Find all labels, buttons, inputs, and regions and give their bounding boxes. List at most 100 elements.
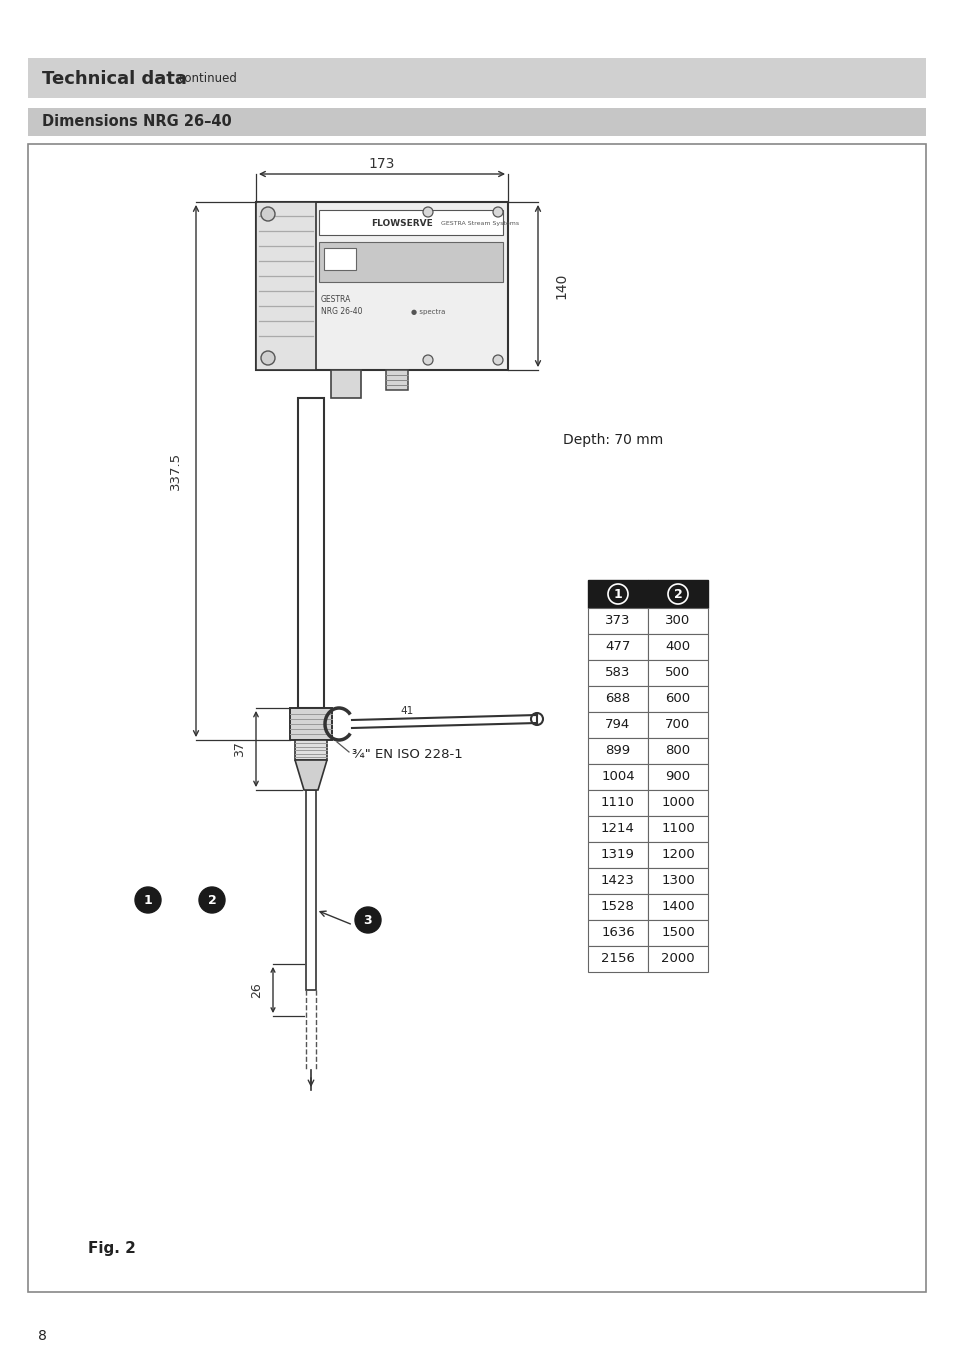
Bar xyxy=(290,708,332,741)
Text: 1300: 1300 xyxy=(660,875,694,887)
Bar xyxy=(297,398,324,708)
Text: 600: 600 xyxy=(665,692,690,705)
Bar xyxy=(647,659,707,686)
Text: 1500: 1500 xyxy=(660,926,694,940)
Text: GESTRA Stream Systems: GESTRA Stream Systems xyxy=(440,221,518,226)
Bar xyxy=(587,686,647,712)
Bar xyxy=(647,634,707,659)
Text: 26: 26 xyxy=(250,982,263,998)
Text: 1100: 1100 xyxy=(660,822,694,835)
Bar xyxy=(587,894,647,919)
Circle shape xyxy=(261,351,274,366)
Bar xyxy=(587,634,647,659)
Bar xyxy=(587,868,647,894)
Text: 1: 1 xyxy=(613,588,621,601)
Text: 500: 500 xyxy=(664,666,690,680)
Circle shape xyxy=(422,355,433,366)
Bar xyxy=(331,370,360,398)
Text: Dimensions NRG 26–40: Dimensions NRG 26–40 xyxy=(42,115,232,130)
Circle shape xyxy=(607,584,627,604)
Bar xyxy=(647,842,707,868)
Polygon shape xyxy=(294,760,327,789)
Circle shape xyxy=(422,207,433,217)
Bar xyxy=(587,580,647,608)
Text: 794: 794 xyxy=(605,719,630,731)
Text: 1636: 1636 xyxy=(600,926,634,940)
Text: 900: 900 xyxy=(665,770,690,784)
Text: 373: 373 xyxy=(604,615,630,627)
Text: NRG 26-40: NRG 26-40 xyxy=(320,307,362,317)
Text: 688: 688 xyxy=(605,692,630,705)
Circle shape xyxy=(199,887,225,913)
Bar xyxy=(587,789,647,816)
Bar xyxy=(587,919,647,946)
Text: Technical data: Technical data xyxy=(42,70,187,88)
Bar xyxy=(647,894,707,919)
Text: 899: 899 xyxy=(605,745,630,757)
Text: continued: continued xyxy=(178,73,236,85)
Text: 1528: 1528 xyxy=(600,900,635,914)
Text: 300: 300 xyxy=(664,615,690,627)
Bar xyxy=(587,842,647,868)
Bar xyxy=(318,242,502,282)
Text: 2156: 2156 xyxy=(600,952,635,965)
Bar xyxy=(587,738,647,764)
Bar xyxy=(647,608,707,634)
Text: 140: 140 xyxy=(554,272,567,299)
Text: 41: 41 xyxy=(400,705,414,716)
Bar xyxy=(294,741,327,760)
Text: 2: 2 xyxy=(673,588,681,601)
Text: 1214: 1214 xyxy=(600,822,635,835)
Bar xyxy=(647,764,707,789)
Bar xyxy=(647,580,707,608)
Text: 700: 700 xyxy=(664,719,690,731)
Text: 1: 1 xyxy=(144,894,152,906)
Bar xyxy=(255,202,507,370)
Circle shape xyxy=(135,887,161,913)
Text: 2: 2 xyxy=(208,894,216,906)
Bar xyxy=(647,789,707,816)
Text: 1200: 1200 xyxy=(660,849,694,861)
Bar xyxy=(324,248,355,269)
Bar xyxy=(255,202,315,370)
Text: FLOWSERVE: FLOWSERVE xyxy=(371,218,433,227)
Circle shape xyxy=(261,207,274,221)
Text: 1000: 1000 xyxy=(660,796,694,810)
Bar xyxy=(587,764,647,789)
Text: 583: 583 xyxy=(604,666,630,680)
Bar xyxy=(28,144,925,1292)
Text: 3: 3 xyxy=(363,914,372,926)
Bar xyxy=(587,659,647,686)
Text: 1400: 1400 xyxy=(660,900,694,914)
Bar xyxy=(306,789,315,990)
Bar xyxy=(587,608,647,634)
Circle shape xyxy=(493,355,502,366)
Bar xyxy=(28,108,925,135)
Text: 800: 800 xyxy=(665,745,690,757)
Text: 173: 173 xyxy=(369,157,395,171)
Bar xyxy=(318,210,502,236)
Circle shape xyxy=(667,584,687,604)
Text: 1319: 1319 xyxy=(600,849,635,861)
Bar xyxy=(647,686,707,712)
Text: GESTRA: GESTRA xyxy=(320,295,351,305)
Text: 1423: 1423 xyxy=(600,875,635,887)
Text: ¾" EN ISO 228-1: ¾" EN ISO 228-1 xyxy=(352,747,462,761)
Bar xyxy=(587,712,647,738)
Circle shape xyxy=(355,907,380,933)
Text: Depth: 70 mm: Depth: 70 mm xyxy=(562,433,662,447)
Text: Fig. 2: Fig. 2 xyxy=(88,1240,135,1255)
Text: 2000: 2000 xyxy=(660,952,694,965)
Text: ● spectra: ● spectra xyxy=(411,309,445,315)
Text: 1004: 1004 xyxy=(600,770,634,784)
Text: 477: 477 xyxy=(604,640,630,654)
Text: 400: 400 xyxy=(665,640,690,654)
Bar xyxy=(28,58,925,97)
Text: 337.5: 337.5 xyxy=(169,452,182,490)
Bar xyxy=(587,946,647,972)
Text: 8: 8 xyxy=(38,1330,47,1343)
Bar xyxy=(647,738,707,764)
Bar xyxy=(647,868,707,894)
Text: 37: 37 xyxy=(233,741,246,757)
Bar xyxy=(587,816,647,842)
